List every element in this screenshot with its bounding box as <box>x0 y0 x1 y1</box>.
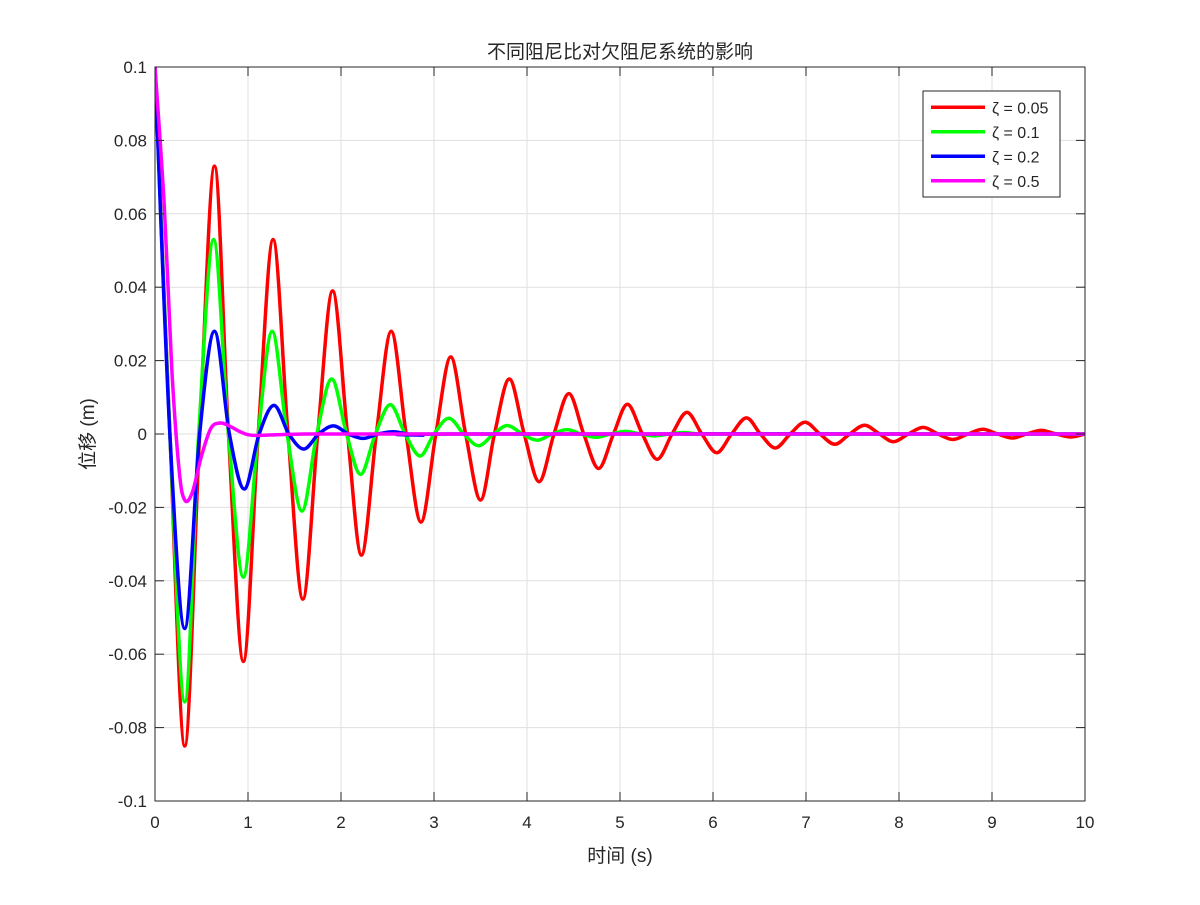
legend-label-3: ζ = 0.5 <box>992 174 1040 191</box>
x-tick-label-2: 2 <box>336 813 345 832</box>
legend-label-0: ζ = 0.05 <box>992 100 1049 117</box>
x-tick-label-3: 3 <box>429 813 438 832</box>
y-tick-label-1: -0.08 <box>108 719 147 738</box>
y-tick-label-9: 0.08 <box>114 131 147 150</box>
x-tick-label-9: 9 <box>987 813 996 832</box>
legend-label-1: ζ = 0.1 <box>992 125 1040 142</box>
y-tick-label-6: 0.02 <box>114 352 147 371</box>
y-tick-label-7: 0.04 <box>114 278 147 297</box>
x-tick-label-5: 5 <box>615 813 624 832</box>
x-tick-label-6: 6 <box>708 813 717 832</box>
x-axis-title: 时间 (s) <box>587 845 652 867</box>
y-tick-label-8: 0.06 <box>114 205 147 224</box>
y-tick-label-4: -0.02 <box>108 498 147 517</box>
x-tick-label-7: 7 <box>801 813 810 832</box>
series-line-0 <box>155 67 1085 748</box>
y-axis-title: 位移 (m) <box>77 398 99 470</box>
y-tick-label-3: -0.04 <box>108 572 147 591</box>
y-tick-label-10: 0.1 <box>123 58 147 77</box>
x-tick-label-0: 0 <box>150 813 159 832</box>
x-tick-label-4: 4 <box>522 813 531 832</box>
legend: ζ = 0.05 ζ = 0.1 ζ = 0.2 ζ = 0.5 <box>922 90 1061 198</box>
chart-title: 不同阻尼比对欠阻尼系统的影响 <box>487 41 753 63</box>
y-tick-label-0: -0.1 <box>118 792 147 811</box>
y-tick-label-2: -0.06 <box>108 645 147 664</box>
y-tick-label-5: 0 <box>138 425 147 444</box>
x-tick-label-8: 8 <box>894 813 903 832</box>
x-tick-label-1: 1 <box>243 813 252 832</box>
legend-label-2: ζ = 0.2 <box>992 149 1040 166</box>
x-tick-label-10: 10 <box>1076 813 1095 832</box>
series-line-3 <box>155 67 1085 504</box>
